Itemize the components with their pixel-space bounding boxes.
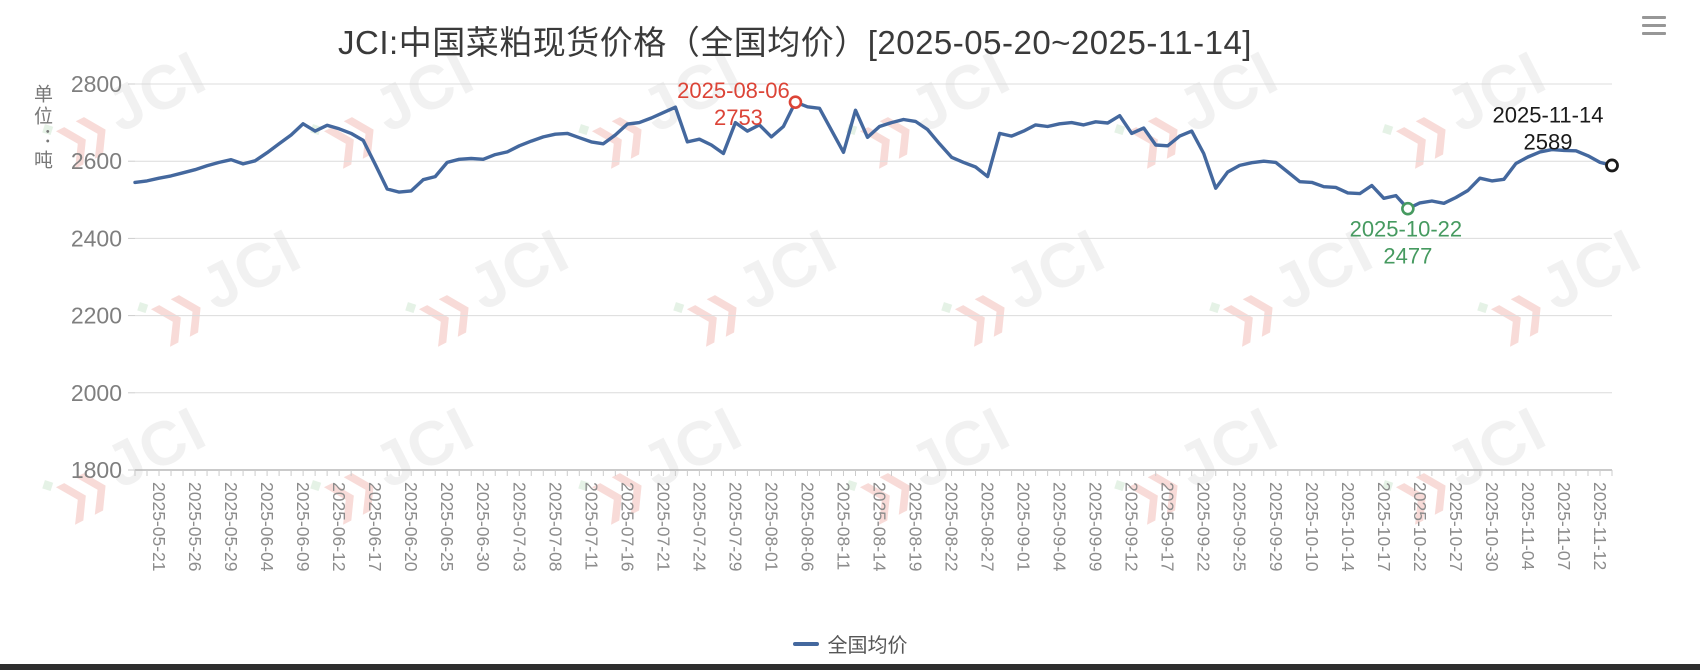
max-annotation-value: 2753 — [714, 105, 763, 130]
last-point-marker — [1605, 158, 1619, 173]
x-axis-label: 2025-10-30 — [1482, 482, 1502, 572]
min-annotation-value: 2477 — [1383, 244, 1432, 269]
y-axis-label: 2000 — [71, 380, 122, 406]
x-axis-label: 2025-06-09 — [293, 482, 313, 572]
y-axis-label: 2200 — [71, 303, 122, 329]
max-annotation-date: 2025-08-06 — [677, 78, 790, 103]
y-axis-unit-label: 单位：吨 — [31, 84, 52, 172]
x-axis-label: 2025-07-21 — [653, 482, 673, 572]
min-point-marker — [1401, 201, 1415, 216]
last-annotation-value: 2589 — [1524, 129, 1573, 154]
x-axis-label: 2025-09-29 — [1266, 482, 1286, 572]
x-axis-label: 2025-07-08 — [545, 482, 565, 572]
x-axis-label: 2025-08-27 — [978, 482, 998, 572]
x-axis-label: 2025-09-17 — [1158, 482, 1178, 572]
hamburger-bar — [1642, 32, 1666, 35]
x-axis-label: 2025-09-01 — [1014, 482, 1034, 572]
x-axis-label: 2025-07-03 — [509, 482, 529, 572]
x-axis-label: 2025-08-14 — [869, 482, 889, 572]
y-axis-label: 2600 — [71, 148, 122, 174]
x-axis-label: 2025-09-04 — [1050, 482, 1070, 572]
legend-label: 全国均价 — [827, 635, 908, 657]
bottom-border — [0, 664, 1700, 670]
max-point-marker — [788, 95, 803, 109]
x-axis-label: 2025-08-22 — [942, 482, 962, 572]
x-axis-label: 2025-06-17 — [365, 482, 385, 572]
x-axis-label: 2025-08-11 — [833, 482, 853, 570]
y-axis-label: 2800 — [71, 71, 122, 97]
x-axis-label: 2025-10-14 — [1338, 482, 1358, 572]
x-axis-label: 2025-10-27 — [1446, 482, 1466, 572]
x-axis-label: 2025-06-04 — [257, 482, 277, 572]
x-axis-label: 2025-08-06 — [797, 482, 817, 572]
x-axis-label: 2025-09-12 — [1122, 482, 1142, 572]
y-axis-label: 1800 — [71, 457, 122, 483]
hamburger-bar — [1642, 24, 1666, 27]
x-axis-label: 2025-09-22 — [1194, 482, 1214, 572]
x-axis-label: 2025-05-21 — [149, 482, 169, 572]
x-axis-label: 2025-08-01 — [761, 482, 781, 572]
chart-title: JCI:中国菜粕现货价格（全国均价）[2025-05-20~2025-11-14… — [338, 24, 1252, 61]
x-axis-label: 2025-06-20 — [401, 482, 421, 572]
x-axis-label: 2025-08-19 — [906, 482, 926, 572]
hamburger-bar — [1642, 16, 1666, 19]
hamburger-menu-icon[interactable] — [1642, 16, 1666, 40]
x-axis-label: 2025-07-24 — [689, 482, 709, 572]
x-axis-label: 2025-07-11 — [581, 482, 601, 570]
x-axis-label: 2025-11-04 — [1518, 482, 1538, 570]
x-axis-label: 2025-06-12 — [329, 482, 349, 572]
legend-item[interactable]: 全国均价 — [0, 629, 1700, 658]
x-axis-label: 2025-09-09 — [1086, 482, 1106, 572]
x-axis-label: 2025-10-10 — [1302, 482, 1322, 572]
x-axis-label: 2025-11-12 — [1590, 482, 1610, 570]
x-axis-label: 2025-05-26 — [185, 482, 205, 572]
x-axis-label: 2025-10-22 — [1410, 482, 1430, 572]
x-axis-label: 2025-09-25 — [1230, 482, 1250, 572]
x-axis-label: 2025-10-17 — [1374, 482, 1394, 572]
x-axis-label: 2025-06-30 — [473, 482, 493, 572]
x-axis-label: 2025-06-25 — [437, 482, 457, 572]
x-axis-label: 2025-07-16 — [617, 482, 637, 572]
legend-line-marker — [792, 641, 819, 646]
y-axis-label: 2400 — [71, 225, 122, 251]
min-annotation-date: 2025-10-22 — [1350, 217, 1463, 242]
x-axis-label: 2025-05-29 — [221, 482, 241, 572]
price-line — [133, 100, 1614, 211]
x-axis-label: 2025-11-07 — [1554, 482, 1574, 570]
last-annotation-date: 2025-11-14 — [1493, 102, 1604, 127]
x-axis-label: 2025-07-29 — [725, 482, 745, 572]
